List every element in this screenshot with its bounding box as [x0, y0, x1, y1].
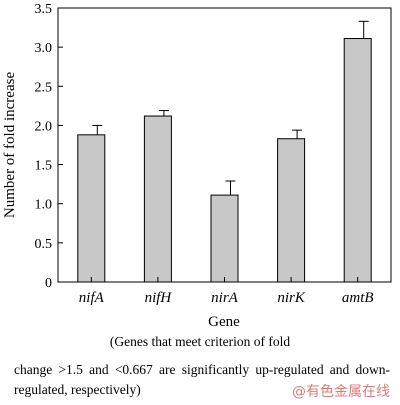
y-tick-label: 2.0 [35, 119, 53, 134]
bar-nirK [277, 138, 306, 283]
y-tick-label: 3.0 [35, 41, 53, 56]
bars-group [77, 38, 372, 283]
y-axis: 0 0.5 1.0 1.5 2.0 2.5 3.0 3.5 [35, 2, 63, 291]
caption-line-1: (Genes that meet criterion of fold [109, 334, 291, 349]
bar-nifH [143, 115, 172, 283]
bar-nifA [77, 134, 106, 283]
bar-amtB [343, 38, 372, 283]
caption-line-2: change >1.5 and <0.667 are significantly… [14, 362, 390, 397]
x-axis-label: Gene [208, 314, 240, 330]
y-tick-label: 0 [45, 276, 52, 291]
x-tick-label-nifA: nifA [79, 290, 105, 306]
error-bars-group [92, 20, 369, 196]
x-axis: nifA nifH nirA nirK amtB [79, 277, 374, 306]
watermark: @有色金属在线 [292, 384, 390, 400]
x-tick-label-nirK: nirK [277, 290, 306, 306]
y-tick-label: 3.5 [35, 2, 53, 17]
bar-chart: 0 0.5 1.0 1.5 2.0 2.5 3.0 3.5 nifA nifH nirA nirK a… [2, 2, 392, 330]
y-tick-label: 2.5 [35, 80, 53, 95]
bar-nirA [210, 194, 239, 283]
x-tick-label-nirA: nirA [211, 290, 239, 306]
y-axis-label: Number of fold increase [2, 72, 18, 219]
y-tick-label: 1.0 [35, 198, 53, 213]
y-tick-label: 1.5 [35, 159, 53, 174]
x-tick-label-nifH: nifH [145, 290, 173, 306]
y-tick-label: 0.5 [35, 237, 53, 252]
x-tick-label-amtB: amtB [342, 290, 374, 306]
